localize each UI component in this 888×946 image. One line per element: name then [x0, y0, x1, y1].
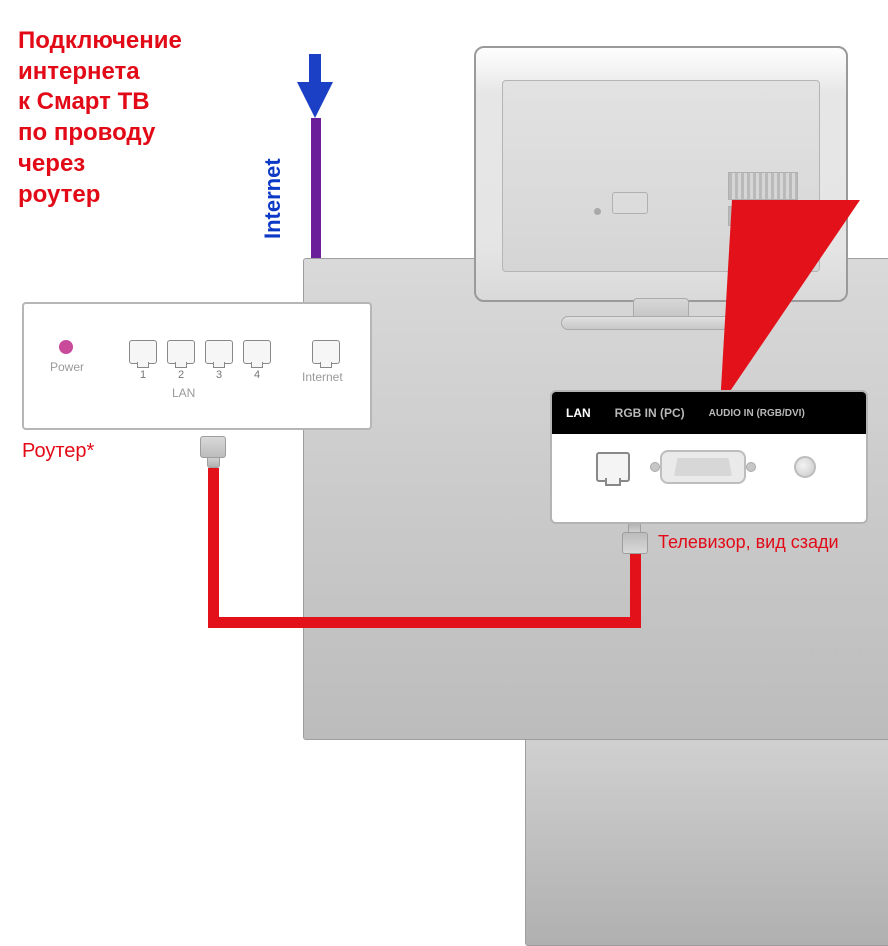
- tv-vent-1: [728, 172, 798, 200]
- internet-arrow-head: [297, 82, 333, 118]
- lan-cable-seg-3: [630, 554, 641, 628]
- router-port-4-num: 4: [254, 369, 260, 381]
- router-wan-label: Internet: [302, 370, 343, 384]
- internet-cable: [311, 118, 321, 258]
- router-wan-port: [312, 340, 340, 364]
- rj45-internet-to-router: [303, 258, 888, 946]
- router-port-3: 3: [205, 340, 233, 364]
- tv-vga-port: [660, 450, 746, 484]
- tv-port-panel: LAN RGB IN (PC) AUDIO IN (RGB/DVI): [550, 390, 868, 524]
- tv-panel-header: LAN RGB IN (PC) AUDIO IN (RGB/DVI): [552, 392, 866, 434]
- router-port-3-num: 3: [216, 369, 222, 381]
- tv-rear-view: [462, 40, 860, 330]
- panel-rgb-label: RGB IN (PC): [615, 406, 685, 420]
- panel-lan-label: LAN: [566, 406, 591, 420]
- tv-panel-ports: [552, 434, 866, 484]
- tv-audio-jack: [794, 456, 816, 478]
- tv-cover-plate: [612, 192, 648, 214]
- tv-screw-icon: [594, 208, 601, 215]
- lan-cable-seg-1: [208, 468, 219, 626]
- router-name: Роутер*: [22, 440, 94, 463]
- lan-cable-seg-2: [208, 617, 640, 628]
- tv-stand-base: [561, 316, 761, 330]
- router-port-2-num: 2: [178, 369, 184, 381]
- tv-vent-2: [728, 206, 798, 226]
- footer-dots: • • •: [808, 641, 870, 664]
- router-lan-label: LAN: [172, 386, 195, 400]
- router-port-1: 1: [129, 340, 157, 364]
- panel-audio-label: AUDIO IN (RGB/DVI): [709, 408, 805, 419]
- router-port-4: 4: [243, 340, 271, 364]
- tv-lan-port: [596, 452, 630, 482]
- router-lan-ports: 1 2 3 4: [129, 340, 271, 364]
- router-port-1-num: 1: [140, 369, 146, 381]
- internet-label: Internet: [260, 158, 286, 239]
- router-power-label: Power: [50, 360, 84, 374]
- tv-caption: Телевизор, вид сзади: [658, 532, 839, 553]
- router-port-2: 2: [167, 340, 195, 364]
- title-text: Подключение интернета к Смарт ТВ по пров…: [18, 26, 182, 210]
- rj45-router-out: [200, 436, 226, 468]
- router-device: Power 1 2 3 4 LAN Internet: [22, 302, 372, 430]
- router-power-led: [59, 340, 73, 354]
- rj45-tv-in: [622, 522, 648, 554]
